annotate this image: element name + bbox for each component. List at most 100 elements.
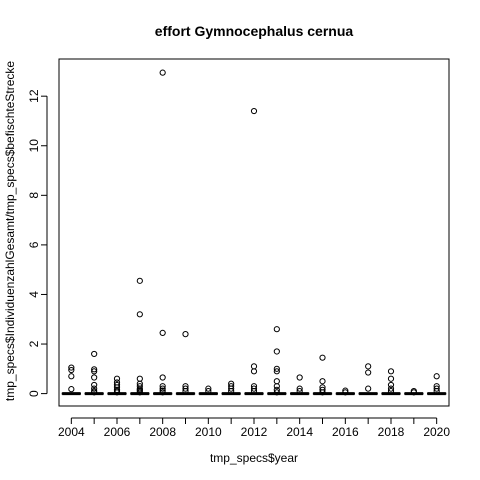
- x-tick-label: 2006: [104, 425, 131, 439]
- boxplot-2009: [175, 331, 196, 396]
- outlier-point: [296, 374, 303, 381]
- x-axis-label: tmp_specs$year: [210, 451, 298, 465]
- outlier-point: [136, 277, 143, 284]
- boxplot-2015: [312, 354, 333, 396]
- boxplot-2008: [153, 69, 173, 396]
- boxplot-2011: [221, 380, 241, 396]
- outlier-point: [91, 385, 98, 392]
- boxplot-2013: [267, 326, 287, 396]
- x-axis: 2004 2006 2008 2010 2012 2014 2016 2018 2020: [58, 417, 450, 439]
- outlier-point: [68, 386, 75, 393]
- boxplot-2005: [84, 350, 104, 396]
- outlier-point: [273, 326, 280, 333]
- outlier-point: [182, 385, 189, 392]
- outlier-point: [182, 331, 189, 338]
- outlier-point: [319, 384, 326, 391]
- outlier-point: [273, 368, 280, 375]
- boxplots: [61, 69, 447, 396]
- outlier-point: [387, 381, 395, 389]
- outlier-point: [273, 365, 280, 372]
- outlier-point: [250, 383, 258, 390]
- boxplot-2014: [290, 374, 310, 396]
- plot-frame: [58, 58, 450, 407]
- outlier-point: [250, 107, 258, 115]
- outlier-point: [273, 378, 280, 385]
- outlier-point: [319, 378, 326, 385]
- outlier-point: [159, 69, 166, 76]
- y-tick-label: 4: [27, 291, 41, 298]
- outlier-point: [387, 368, 395, 375]
- x-tick-label: 2016: [332, 425, 359, 439]
- y-tick-label: 12: [27, 89, 41, 103]
- x-tick-label: 2012: [241, 425, 268, 439]
- boxplot-2020: [427, 373, 447, 396]
- boxplot-2017: [358, 363, 378, 396]
- outlier-point: [113, 375, 121, 382]
- outlier-point: [365, 385, 372, 392]
- outlier-point: [433, 373, 440, 380]
- x-tick-label: 2004: [58, 425, 85, 439]
- boxplot-2006: [107, 375, 127, 396]
- outlier-point: [205, 388, 212, 395]
- outlier-point: [296, 385, 303, 392]
- outlier-point: [319, 386, 326, 393]
- y-tick-label: 6: [27, 241, 41, 248]
- outlier-point: [68, 366, 75, 374]
- x-tick-label: 2018: [378, 425, 405, 439]
- boxplot-2007: [130, 277, 150, 396]
- outlier-point: [113, 379, 121, 386]
- outlier-point: [365, 363, 372, 370]
- outlier-point: [68, 373, 75, 380]
- outlier-point: [91, 381, 98, 389]
- boxplot-2016: [335, 387, 355, 396]
- outlier-point: [159, 387, 166, 394]
- outlier-point: [342, 389, 349, 396]
- outlier-point: [91, 350, 98, 358]
- y-tick-label: 2: [27, 340, 41, 347]
- x-tick-label: 2020: [423, 425, 450, 439]
- y-tick-label: 0: [27, 390, 41, 397]
- outlier-point: [342, 387, 349, 394]
- y-tick-label: 10: [27, 139, 41, 153]
- outlier-point: [433, 385, 440, 392]
- outlier-point: [250, 363, 258, 370]
- x-tick-label: 2014: [286, 425, 313, 439]
- outlier-point: [136, 311, 143, 318]
- outlier-point: [250, 368, 258, 375]
- x-tick-label: 2010: [195, 425, 222, 439]
- outlier-point: [159, 383, 166, 390]
- boxplot-2010: [198, 385, 218, 396]
- outlier-point: [205, 385, 212, 392]
- outlier-point: [273, 389, 280, 396]
- outlier-point: [136, 375, 143, 382]
- y-tick-label: 8: [27, 192, 41, 199]
- outlier-point: [91, 388, 98, 395]
- outlier-point: [410, 388, 417, 395]
- outlier-point: [365, 369, 372, 376]
- outlier-point: [136, 383, 143, 390]
- outlier-point: [159, 374, 166, 381]
- outlier-point: [91, 368, 98, 375]
- boxplot-2018: [381, 368, 401, 396]
- boxplot-2019: [404, 388, 424, 396]
- y-axis-label: tmp_specs$IndividuenzahlGesamt/tmp_specs…: [3, 61, 17, 402]
- boxplot-2012: [244, 107, 264, 396]
- outlier-point: [387, 375, 395, 382]
- outlier-point: [250, 385, 258, 392]
- outlier-point: [433, 383, 440, 390]
- outlier-point: [68, 364, 75, 371]
- outlier-point: [159, 389, 166, 396]
- chart-title: effort Gymnocephalus cernua: [155, 23, 354, 39]
- outlier-point: [228, 380, 235, 387]
- outlier-point: [387, 388, 395, 395]
- outlier-point: [228, 383, 235, 390]
- outlier-point: [159, 385, 166, 392]
- outlier-point: [273, 386, 280, 393]
- outlier-point: [91, 366, 98, 373]
- outlier-point: [182, 383, 189, 390]
- outlier-point: [159, 329, 166, 336]
- x-tick-label: 2008: [149, 425, 176, 439]
- outlier-point: [273, 383, 280, 390]
- y-axis: 0 2 4 6 8 10 12: [27, 89, 48, 397]
